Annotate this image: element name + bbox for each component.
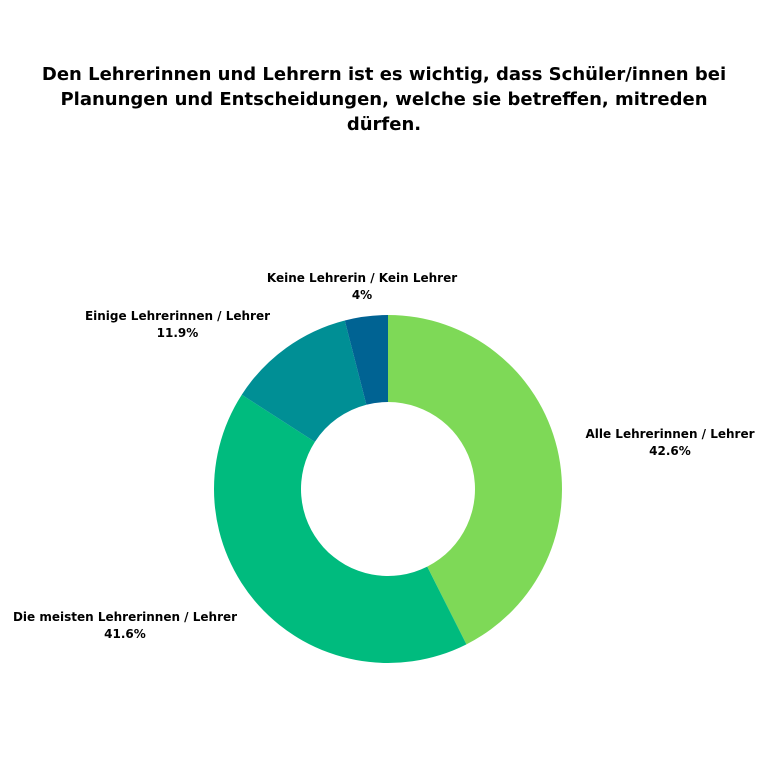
slice-label-text: Alle Lehrerinnen / Lehrer	[585, 427, 755, 441]
donut-slice-0	[388, 315, 562, 645]
slice-label-text: Einige Lehrerinnen / Lehrer	[84, 309, 271, 323]
slice-label-alle: Alle Lehrerinnen / Lehrer 42.6%	[580, 426, 760, 460]
slice-label-die-meisten: Die meisten Lehrerinnen / Lehrer 41.6%	[10, 609, 240, 643]
slice-label-keine: Keine Lehrerin / Kein Lehrer 4%	[257, 270, 467, 304]
slice-label-text: Keine Lehrerin / Kein Lehrer	[266, 271, 458, 285]
slice-value-label: 42.6%	[649, 444, 691, 458]
donut-slice-2	[241, 320, 367, 442]
slice-value-label: 11.9%	[156, 326, 199, 340]
slice-value-label: 41.6%	[104, 627, 146, 641]
slice-value-label: 4%	[351, 288, 373, 302]
donut-slice-3	[344, 315, 388, 405]
donut-slice-1	[214, 394, 467, 663]
slice-label-text: Die meisten Lehrerinnen / Lehrer	[12, 610, 238, 624]
slice-label-einige: Einige Lehrerinnen / Lehrer 11.9%	[80, 308, 275, 342]
chart-title: Den Lehrerinnen und Lehrern ist es wicht…	[41, 64, 727, 135]
